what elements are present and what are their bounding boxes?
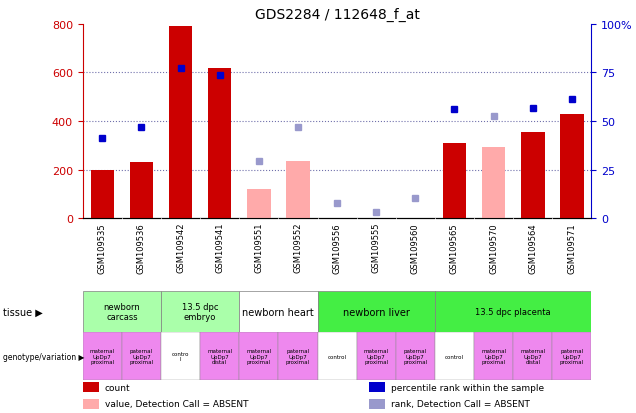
Bar bbox=[443, 144, 466, 219]
Text: GSM109541: GSM109541 bbox=[215, 222, 224, 273]
Text: maternal
UpDp7
proximal: maternal UpDp7 proximal bbox=[90, 348, 115, 365]
Bar bbox=[560, 114, 584, 219]
Bar bbox=[369, 399, 385, 409]
Text: GSM109535: GSM109535 bbox=[98, 222, 107, 273]
Bar bbox=[552, 332, 591, 380]
Bar bbox=[396, 332, 435, 380]
Bar bbox=[239, 291, 317, 332]
Text: count: count bbox=[105, 383, 130, 392]
Bar bbox=[357, 332, 396, 380]
Text: GSM109551: GSM109551 bbox=[254, 222, 263, 273]
Bar bbox=[482, 147, 506, 219]
Text: maternal
UpDp7
distal: maternal UpDp7 distal bbox=[207, 348, 232, 365]
Text: maternal
UpDp7
proximal: maternal UpDp7 proximal bbox=[246, 348, 272, 365]
Bar bbox=[435, 291, 591, 332]
Text: value, Detection Call = ABSENT: value, Detection Call = ABSENT bbox=[105, 399, 249, 408]
Bar bbox=[161, 332, 200, 380]
Title: GDS2284 / 112648_f_at: GDS2284 / 112648_f_at bbox=[254, 8, 420, 22]
Bar bbox=[83, 291, 161, 332]
Text: newborn
carcass: newborn carcass bbox=[104, 302, 140, 321]
Bar bbox=[521, 133, 544, 219]
Text: GSM109556: GSM109556 bbox=[333, 222, 342, 273]
Text: GSM109552: GSM109552 bbox=[293, 222, 303, 273]
Text: paternal
UpDp7
proximal: paternal UpDp7 proximal bbox=[560, 348, 584, 365]
Text: 13.5 dpc
embryo: 13.5 dpc embryo bbox=[182, 302, 218, 321]
Text: GSM109542: GSM109542 bbox=[176, 222, 185, 273]
Text: maternal
UpDp7
proximal: maternal UpDp7 proximal bbox=[364, 348, 389, 365]
Text: GSM109564: GSM109564 bbox=[529, 222, 537, 273]
Text: control: control bbox=[328, 354, 347, 359]
Text: GSM109570: GSM109570 bbox=[489, 222, 498, 273]
Text: contro
l: contro l bbox=[172, 351, 190, 362]
Text: paternal
UpDp7
proximal: paternal UpDp7 proximal bbox=[286, 348, 310, 365]
Bar bbox=[239, 332, 279, 380]
Text: newborn heart: newborn heart bbox=[242, 307, 314, 317]
Text: GSM109536: GSM109536 bbox=[137, 222, 146, 273]
Bar bbox=[286, 162, 310, 219]
Bar bbox=[83, 332, 122, 380]
Bar bbox=[208, 69, 232, 219]
Text: maternal
UpDp7
proximal: maternal UpDp7 proximal bbox=[481, 348, 506, 365]
Text: GSM109571: GSM109571 bbox=[567, 222, 576, 273]
Text: paternal
UpDp7
proximal: paternal UpDp7 proximal bbox=[129, 348, 153, 365]
Bar bbox=[247, 190, 270, 219]
Text: paternal
UpDp7
proximal: paternal UpDp7 proximal bbox=[403, 348, 427, 365]
Text: control: control bbox=[445, 354, 464, 359]
Bar bbox=[513, 332, 552, 380]
Text: percentile rank within the sample: percentile rank within the sample bbox=[391, 383, 544, 392]
Text: genotype/variation ▶: genotype/variation ▶ bbox=[3, 352, 85, 361]
Bar bbox=[474, 332, 513, 380]
Text: rank, Detection Call = ABSENT: rank, Detection Call = ABSENT bbox=[391, 399, 530, 408]
Bar bbox=[83, 382, 99, 392]
Text: maternal
UpDp7
distal: maternal UpDp7 distal bbox=[520, 348, 545, 365]
Text: GSM109555: GSM109555 bbox=[371, 222, 381, 273]
Text: tissue ▶: tissue ▶ bbox=[3, 307, 43, 317]
Bar bbox=[83, 399, 99, 409]
Text: GSM109560: GSM109560 bbox=[411, 222, 420, 273]
Bar bbox=[317, 291, 435, 332]
Bar bbox=[279, 332, 317, 380]
Bar bbox=[369, 382, 385, 392]
Text: newborn liver: newborn liver bbox=[343, 307, 410, 317]
Bar bbox=[161, 291, 239, 332]
Bar bbox=[169, 27, 192, 219]
Bar bbox=[200, 332, 239, 380]
Bar bbox=[435, 332, 474, 380]
Text: 13.5 dpc placenta: 13.5 dpc placenta bbox=[475, 307, 551, 316]
Bar bbox=[130, 163, 153, 219]
Bar bbox=[122, 332, 161, 380]
Text: GSM109565: GSM109565 bbox=[450, 222, 459, 273]
Bar bbox=[317, 332, 357, 380]
Bar bbox=[90, 171, 114, 219]
